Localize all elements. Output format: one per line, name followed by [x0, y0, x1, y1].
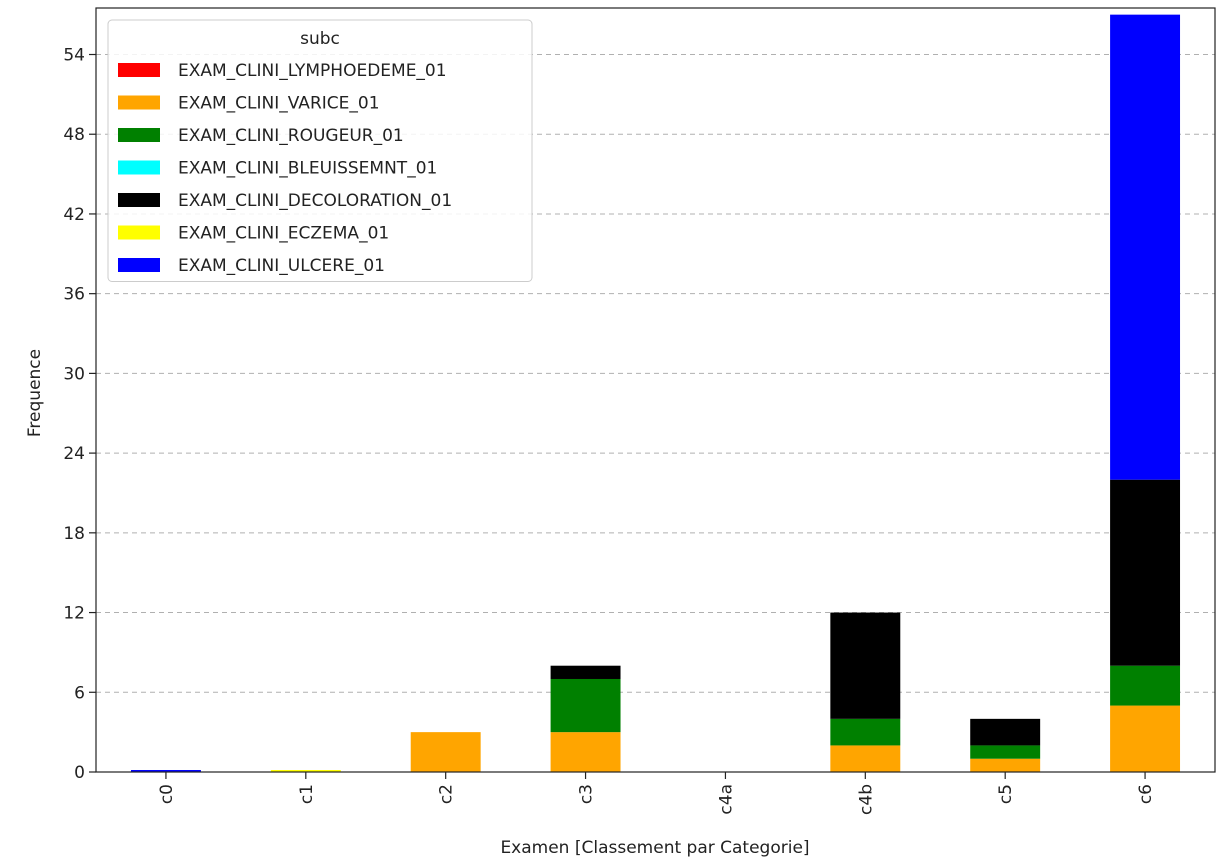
legend-title: subc — [300, 29, 340, 49]
legend-swatch — [118, 193, 160, 207]
y-tick-label: 24 — [63, 444, 85, 464]
bar-segment — [410, 732, 481, 772]
y-tick-label: 18 — [63, 524, 85, 544]
y-tick-label: 48 — [63, 125, 85, 145]
legend-swatch — [118, 225, 160, 240]
x-tick-label: c5 — [996, 784, 1016, 804]
bar-segment — [970, 758, 1041, 772]
bar-segment — [1110, 14, 1181, 480]
legend-swatch — [118, 128, 160, 142]
y-tick-label: 30 — [63, 364, 85, 384]
bar-segment — [830, 745, 901, 772]
legend-entry-label: EXAM_CLINI_DECOLORATION_01 — [178, 191, 452, 211]
legend-swatch — [118, 95, 160, 110]
axes: 0 6 12 18 24 30 36 42 48 54 c0 c1 c2 c3 c4a c4b c5 c6 — [63, 7, 1216, 815]
y-tick-label: 0 — [74, 763, 85, 783]
legend-entry-label: EXAM_CLINI_ECZEMA_01 — [178, 224, 389, 244]
grid-lines — [96, 54, 1215, 693]
y-tick-label: 42 — [63, 205, 85, 225]
x-tick-label: c6 — [1136, 784, 1156, 804]
y-axis-label: Frequence — [25, 349, 45, 437]
x-tick-label: c4b — [856, 784, 876, 815]
legend-entry-label: EXAM_CLINI_LYMPHOEDEME_01 — [178, 61, 447, 81]
bar-segment — [130, 770, 201, 772]
legend-swatch — [118, 160, 160, 175]
y-tick-label: 6 — [74, 683, 85, 703]
y-tick-label: 12 — [63, 604, 85, 624]
x-tick-label: c4a — [716, 784, 736, 815]
legend-swatch — [118, 258, 160, 272]
legend-entry-label: EXAM_CLINI_BLEUISSEMNT_01 — [178, 159, 437, 179]
x-tick-label: c1 — [297, 784, 317, 804]
bar-segment — [550, 678, 621, 733]
bar-segment — [970, 745, 1041, 759]
x-tick-label: c3 — [577, 784, 597, 804]
legend-entry-label: EXAM_CLINI_VARICE_01 — [178, 94, 380, 114]
bar-segment — [970, 718, 1041, 746]
x-tick-label: c2 — [437, 784, 457, 804]
bar-segment — [1110, 665, 1181, 706]
legend-entry-label: EXAM_CLINI_ULCERE_01 — [178, 256, 385, 276]
bar-segment — [1110, 705, 1181, 772]
plot-frame — [95, 7, 1216, 773]
y-tick-label: 36 — [63, 285, 85, 305]
bar-segment — [830, 612, 901, 719]
y-tick-label: 54 — [63, 46, 85, 66]
x-tick-label: c0 — [157, 784, 177, 804]
bar-segment — [550, 732, 621, 772]
bar-segment — [1110, 479, 1181, 666]
bar-segment — [270, 770, 341, 772]
bars — [130, 14, 1181, 772]
x-axis-label: Examen [Classement par Categorie] — [500, 838, 809, 858]
legend-entry-label: EXAM_CLINI_ROUGEUR_01 — [178, 126, 404, 146]
legend-swatch — [118, 63, 160, 77]
legend-box — [107, 19, 533, 282]
bar-segment — [550, 665, 621, 679]
legend: subc EXAM_CLINI_LYMPHOEDEME_01 EXAM_CLINI_… — [107, 19, 533, 282]
bar-segment — [830, 718, 901, 746]
